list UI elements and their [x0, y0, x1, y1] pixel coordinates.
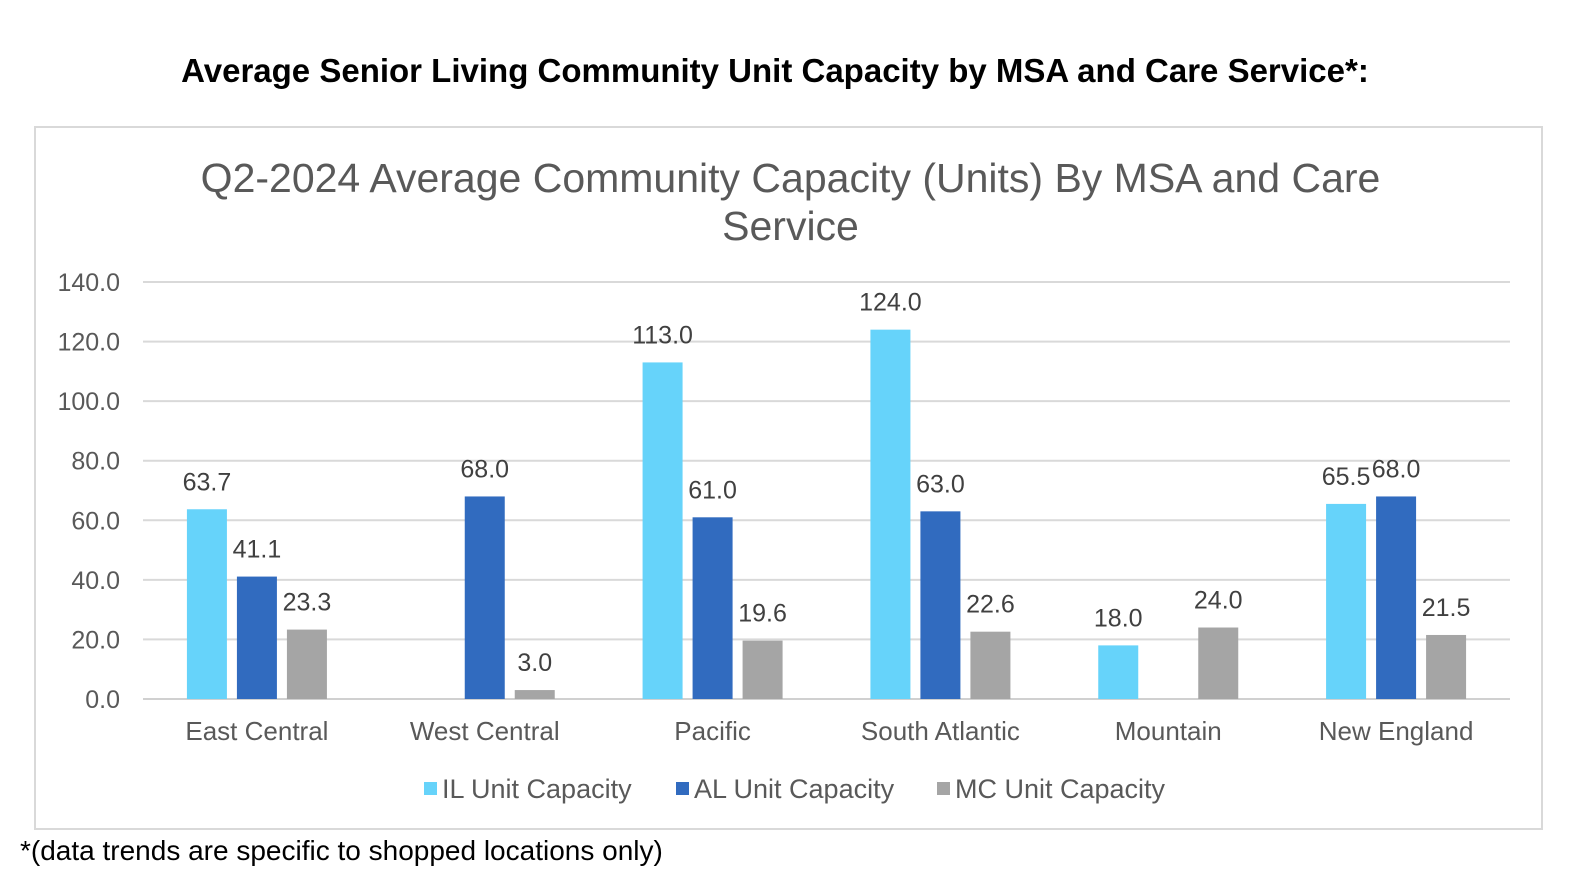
bar-il	[186, 509, 227, 699]
data-label: 113.0	[632, 321, 693, 349]
data-label: 68.0	[460, 455, 509, 483]
y-tick-label: 20.0	[71, 626, 120, 654]
x-category-label: New England	[1319, 716, 1474, 746]
bar-al	[920, 511, 961, 699]
bar-al	[464, 496, 505, 699]
chart-frame: Q2-2024 Average Community Capacity (Unit…	[34, 126, 1543, 830]
data-label: 24.0	[1194, 587, 1243, 615]
legend-swatch	[424, 782, 437, 795]
chart-title: Q2-2024 Average Community Capacity (Unit…	[200, 155, 1381, 249]
data-label: 63.7	[183, 468, 232, 496]
data-label: 18.0	[1094, 604, 1143, 632]
data-label: 21.5	[1422, 594, 1471, 622]
y-tick-label: 140.0	[57, 269, 120, 297]
x-category-label: East Central	[185, 716, 328, 746]
y-tick-label: 80.0	[71, 448, 120, 476]
bar-mc	[1426, 634, 1467, 699]
y-tick-label: 100.0	[57, 388, 120, 416]
page-heading: Average Senior Living Community Unit Cap…	[181, 52, 1369, 89]
bar-al	[692, 517, 733, 699]
bar-mc	[970, 631, 1011, 699]
y-tick-label: 60.0	[71, 507, 120, 535]
legend-swatch	[937, 782, 950, 795]
legend-label: AL Unit Capacity	[694, 774, 895, 804]
bar-il	[1326, 503, 1367, 699]
data-label: 65.5	[1322, 463, 1371, 491]
bar-al	[1376, 496, 1417, 699]
data-label: 3.0	[517, 649, 552, 677]
x-category-label: Pacific	[674, 716, 751, 746]
data-label: 61.0	[688, 476, 737, 504]
data-label: 19.6	[738, 600, 787, 628]
bar-mc	[514, 690, 555, 699]
bar-al	[236, 576, 277, 699]
bar-il	[1098, 645, 1139, 699]
legend-swatch	[676, 782, 689, 795]
footnote: *(data trends are specific to shopped lo…	[20, 835, 663, 866]
y-tick-label: 0.0	[85, 686, 120, 714]
bar-mc	[286, 629, 327, 699]
legend-label: IL Unit Capacity	[442, 774, 632, 804]
legend-label: MC Unit Capacity	[955, 774, 1166, 804]
data-label: 63.0	[916, 470, 965, 498]
bar-il	[642, 362, 683, 699]
y-tick-label: 120.0	[57, 329, 120, 357]
data-label: 22.6	[966, 591, 1015, 619]
x-category-label: Mountain	[1115, 716, 1222, 746]
y-tick-label: 40.0	[71, 567, 120, 595]
data-label: 68.0	[1372, 455, 1421, 483]
data-label: 124.0	[859, 289, 922, 317]
x-category-label: South Atlantic	[861, 716, 1020, 746]
data-label: 41.1	[233, 536, 282, 564]
bar-il	[870, 329, 911, 699]
bar-mc	[742, 640, 783, 699]
bar-mc	[1198, 627, 1239, 699]
data-label: 23.3	[283, 589, 332, 617]
x-category-label: West Central	[410, 716, 560, 746]
